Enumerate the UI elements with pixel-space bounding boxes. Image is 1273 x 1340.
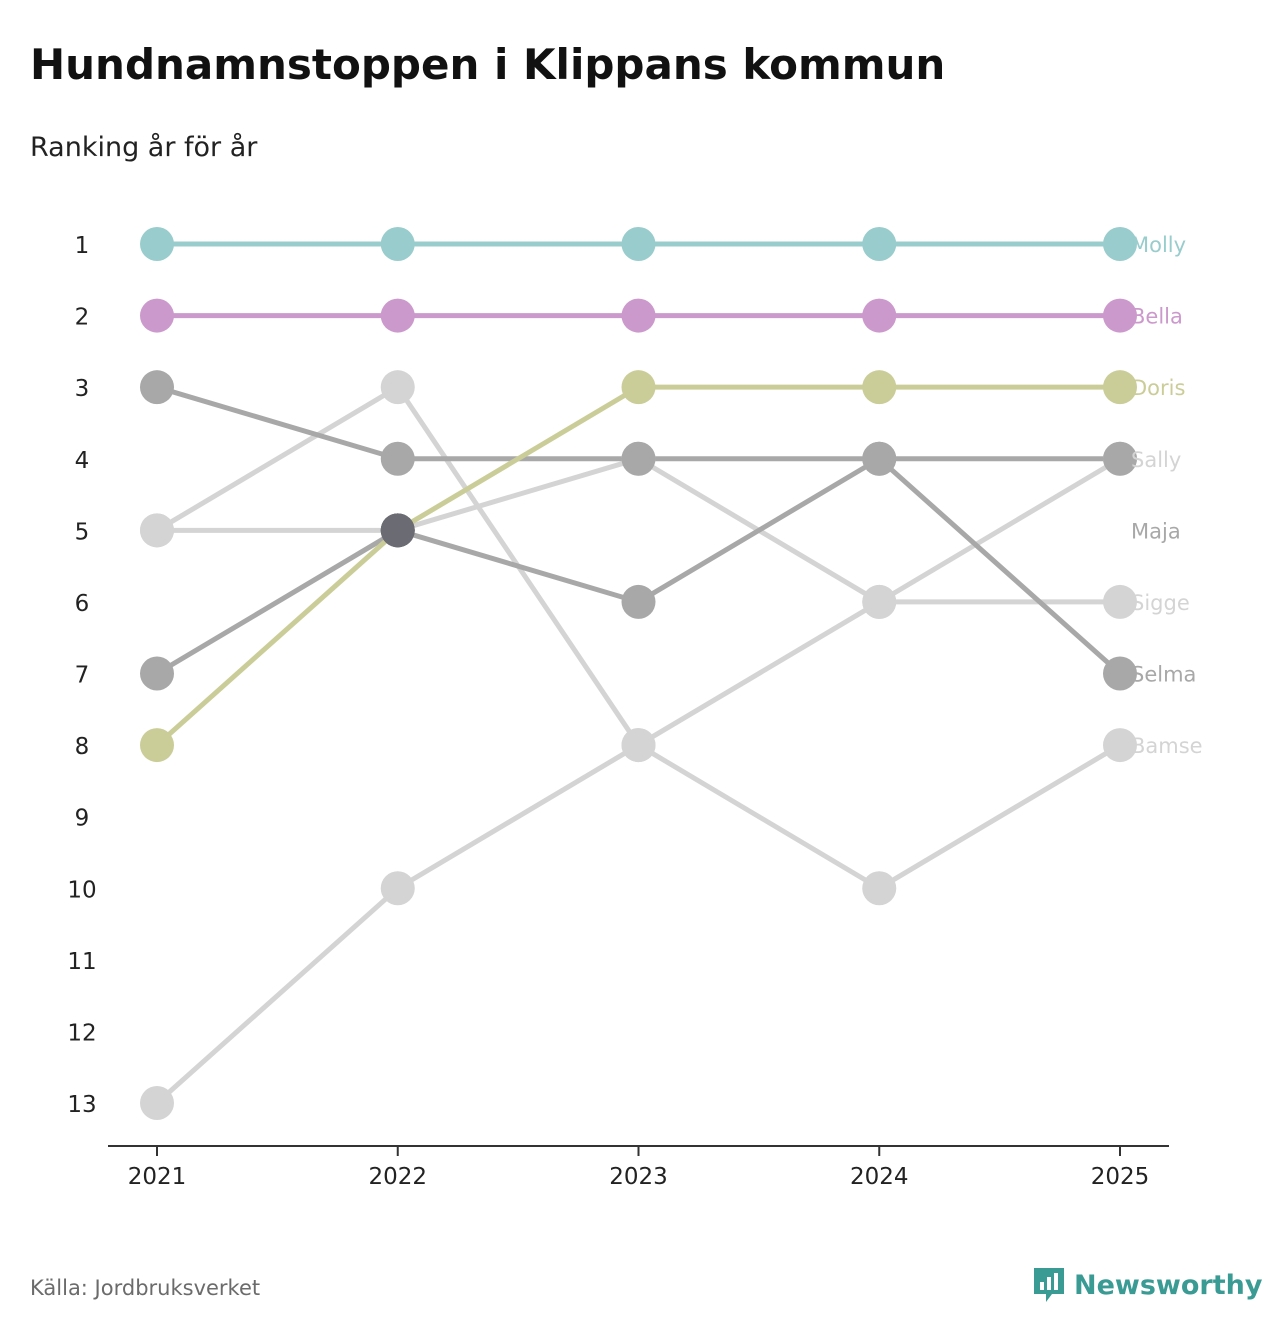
series-points xyxy=(140,227,1137,1120)
y-tick-label: 13 xyxy=(67,1092,96,1118)
y-tick-label: 5 xyxy=(75,519,90,545)
x-tick-label: 2021 xyxy=(128,1164,187,1190)
newsworthy-logo-icon xyxy=(1034,1268,1064,1302)
point-bella-2022 xyxy=(380,298,415,333)
point-bamse-2021 xyxy=(140,1086,174,1120)
y-tick-label: 12 xyxy=(67,1020,96,1046)
x-tick-label: 2025 xyxy=(1091,1164,1150,1190)
chart-subtitle: Ranking år för år xyxy=(30,132,258,163)
end-label-molly: Molly xyxy=(1131,233,1186,257)
point-bella-2021 xyxy=(140,298,174,333)
end-labels: Molly Bella Doris Sally Maja Sigge Selma Bamse xyxy=(1131,233,1203,758)
point-bella-2025 xyxy=(1103,298,1137,333)
series-line-doris xyxy=(154,384,1123,748)
y-tick-label: 1 xyxy=(75,233,90,259)
point-doris-2022 xyxy=(380,513,415,548)
point-doris-2023 xyxy=(621,370,656,405)
y-tick-label: 10 xyxy=(67,877,96,903)
brand-logo[interactable]: Newsworthy xyxy=(1032,1266,1262,1304)
end-label-maja: Maja xyxy=(1131,519,1181,543)
point-bella-2023 xyxy=(621,298,656,333)
point-molly-2025 xyxy=(1103,227,1137,261)
series-line-sigge xyxy=(154,456,1123,605)
point-doris-2024 xyxy=(862,370,897,405)
point-bamse-2022 xyxy=(380,871,415,906)
y-tick-label: 6 xyxy=(75,591,90,617)
y-tick-label: 2 xyxy=(75,305,90,331)
y-tick-label: 11 xyxy=(67,949,96,975)
point-doris-2021 xyxy=(140,728,174,763)
point-molly-2023 xyxy=(621,227,656,261)
brand-name: Newsworthy xyxy=(1074,1269,1263,1301)
point-maja-2023 xyxy=(621,441,656,476)
end-label-sally: Sally xyxy=(1131,448,1181,472)
y-tick-label: 7 xyxy=(75,663,90,689)
point-bella-2024 xyxy=(862,298,897,333)
point-molly-2022 xyxy=(380,227,415,261)
point-sally-2021 xyxy=(140,513,174,548)
end-label-bamse: Bamse xyxy=(1131,734,1203,758)
point-sally-2024 xyxy=(862,871,897,906)
point-selma-2021 xyxy=(140,656,174,691)
point-selma-2023 xyxy=(621,584,656,619)
series-line-bamse xyxy=(154,456,1123,1106)
y-tick-label: 8 xyxy=(75,734,90,760)
source-note: Källa: Jordbruksverket xyxy=(30,1276,261,1300)
point-maja-2024 xyxy=(862,441,897,476)
point-selma-2025 xyxy=(1103,656,1137,691)
point-molly-2024 xyxy=(862,227,897,261)
point-molly-2021 xyxy=(140,227,174,261)
x-tick-label: 2024 xyxy=(850,1164,909,1190)
y-tick-label: 4 xyxy=(75,448,90,474)
y-tick-label: 3 xyxy=(75,376,90,402)
x-axis-ticks: 2021 2022 2023 2024 2025 xyxy=(128,1146,1150,1190)
x-tick-label: 2023 xyxy=(609,1164,668,1190)
chart-title: Hundnamnstoppen i Klippans kommun xyxy=(30,40,946,89)
end-label-doris: Doris xyxy=(1131,376,1185,400)
point-maja-2025 xyxy=(1103,441,1137,476)
x-tick-label: 2022 xyxy=(368,1164,427,1190)
y-tick-label: 9 xyxy=(75,806,90,832)
point-maja-2021 xyxy=(140,370,174,405)
point-sally-2025 xyxy=(1103,728,1137,763)
point-maja-2022 xyxy=(380,441,415,476)
point-doris-2025 xyxy=(1103,370,1137,405)
point-sigge-2024 xyxy=(862,584,897,619)
point-sally-2023 xyxy=(621,728,656,763)
series-line-selma xyxy=(154,456,1123,676)
end-label-selma: Selma xyxy=(1131,663,1196,687)
point-sigge-2025 xyxy=(1103,584,1137,619)
point-sally-2022 xyxy=(380,370,415,405)
end-label-sigge: Sigge xyxy=(1131,591,1190,615)
end-label-bella: Bella xyxy=(1131,305,1183,329)
